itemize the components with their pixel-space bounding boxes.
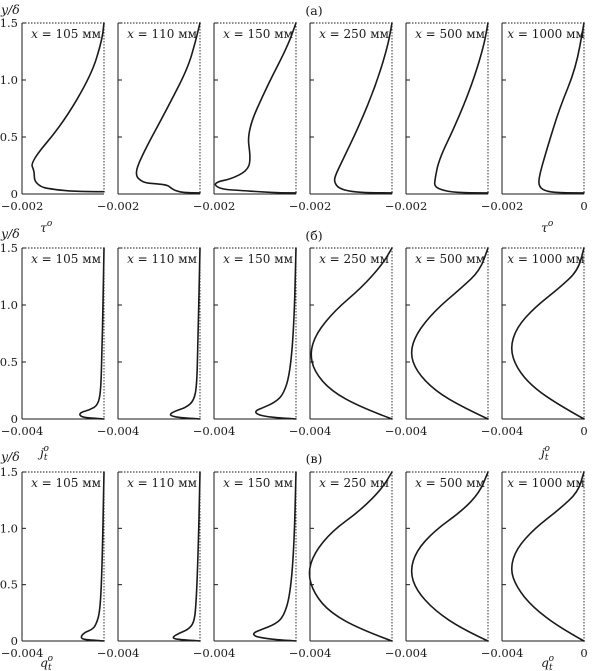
y-axis-label-0: y/δ bbox=[0, 2, 20, 17]
subplot-title: x = 500 мм bbox=[415, 476, 485, 490]
subplot-title: x = 110 мм bbox=[127, 252, 197, 266]
x-tick-label: 0 bbox=[580, 424, 587, 438]
x-tick-label: −0.004 bbox=[289, 424, 332, 438]
x-tick-label: −0.004 bbox=[1, 424, 44, 438]
x-tick-label: −0.002 bbox=[481, 199, 524, 213]
y-tick-label: 0.5 bbox=[0, 130, 18, 144]
profile-curve bbox=[135, 22, 201, 194]
subplot-title: x = 105 мм bbox=[31, 27, 101, 41]
profile-curve bbox=[172, 471, 201, 642]
y-tick-label: 1.5 bbox=[0, 241, 18, 255]
x-tick-label: −0.004 bbox=[193, 646, 236, 660]
subplot-title: x = 1000 мм bbox=[507, 476, 585, 490]
profile-curve bbox=[308, 471, 393, 642]
profile-curve bbox=[333, 22, 393, 194]
subplot-title: x = 105 мм bbox=[31, 476, 101, 490]
subplot-title: x = 105 мм bbox=[31, 252, 101, 266]
profile-curve bbox=[79, 247, 105, 420]
x-axis-label-1-1: jto bbox=[538, 444, 551, 463]
subplot-title: x = 250 мм bbox=[319, 27, 389, 41]
subplot-title: x = 150 мм bbox=[223, 27, 293, 41]
x-axis-label-1-0: jto bbox=[37, 444, 50, 463]
x-tick-label: −0.002 bbox=[289, 199, 332, 213]
y-axis-label-1: y/δ bbox=[0, 226, 20, 241]
y-axis-label-2: y/δ bbox=[0, 449, 20, 464]
x-tick-label: −0.004 bbox=[1, 646, 44, 660]
panel-label-2: (в) bbox=[306, 451, 323, 466]
profile-curve bbox=[538, 22, 585, 194]
subplot-title: x = 110 мм bbox=[127, 27, 197, 41]
y-tick-label: 0 bbox=[11, 187, 18, 201]
y-tick-label: 1.0 bbox=[0, 73, 18, 87]
profile-curve bbox=[214, 22, 297, 194]
x-tick-label: −0.004 bbox=[289, 646, 332, 660]
y-tick-label: 1.5 bbox=[0, 16, 18, 30]
subplot-title: x = 1000 мм bbox=[507, 27, 585, 41]
y-tick-label: 0.5 bbox=[0, 355, 18, 369]
x-tick-label: −0.002 bbox=[193, 199, 236, 213]
x-axis-label-0-1: τo bbox=[541, 219, 554, 235]
y-tick-label: 0 bbox=[11, 412, 18, 426]
x-tick-label: −0.004 bbox=[385, 646, 428, 660]
x-axis-label-2-1: qto bbox=[541, 654, 555, 671]
profile-curve bbox=[31, 22, 105, 193]
x-tick-label: −0.004 bbox=[385, 424, 428, 438]
y-tick-label: 1.0 bbox=[0, 298, 18, 312]
x-tick-label: 0 bbox=[580, 646, 587, 660]
subplot-title: x = 500 мм bbox=[415, 252, 485, 266]
profile-curve bbox=[410, 247, 489, 420]
profile-curve bbox=[433, 22, 489, 194]
x-tick-label: −0.002 bbox=[97, 199, 140, 213]
profile-curve bbox=[169, 247, 201, 420]
subplot-title: x = 150 мм bbox=[223, 252, 293, 266]
subplot-title: x = 110 мм bbox=[127, 476, 197, 490]
y-tick-label: 0 bbox=[11, 634, 18, 648]
x-tick-label: 0 bbox=[580, 199, 587, 213]
profile-curve bbox=[255, 247, 297, 420]
profile-curve bbox=[410, 471, 489, 642]
x-tick-label: −0.002 bbox=[385, 199, 428, 213]
x-tick-label: −0.004 bbox=[481, 646, 524, 660]
profile-curve bbox=[80, 471, 105, 642]
subplot-title: x = 250 мм bbox=[319, 252, 389, 266]
profile-curve bbox=[252, 471, 297, 642]
profile-curve bbox=[510, 471, 585, 642]
profile-curve bbox=[510, 247, 585, 420]
y-tick-label: 1.5 bbox=[0, 465, 18, 479]
y-tick-label: 0.5 bbox=[0, 578, 18, 592]
x-tick-label: −0.004 bbox=[481, 424, 524, 438]
subplot-title: x = 500 мм bbox=[415, 27, 485, 41]
x-axis-label-2-0: qto bbox=[40, 654, 54, 671]
panel-label-0: (а) bbox=[305, 3, 322, 18]
profile-curve bbox=[310, 247, 393, 420]
x-tick-label: −0.002 bbox=[1, 199, 44, 213]
x-tick-label: −0.004 bbox=[97, 646, 140, 660]
panel-label-1: (б) bbox=[305, 228, 322, 243]
y-tick-label: 1.0 bbox=[0, 521, 18, 535]
x-tick-label: −0.004 bbox=[97, 424, 140, 438]
x-tick-label: −0.004 bbox=[193, 424, 236, 438]
x-axis-label-0-0: τo bbox=[40, 219, 53, 235]
subplot-title: x = 1000 мм bbox=[507, 252, 585, 266]
subplot-title: x = 150 мм bbox=[223, 476, 293, 490]
subplot-title: x = 250 мм bbox=[319, 476, 389, 490]
